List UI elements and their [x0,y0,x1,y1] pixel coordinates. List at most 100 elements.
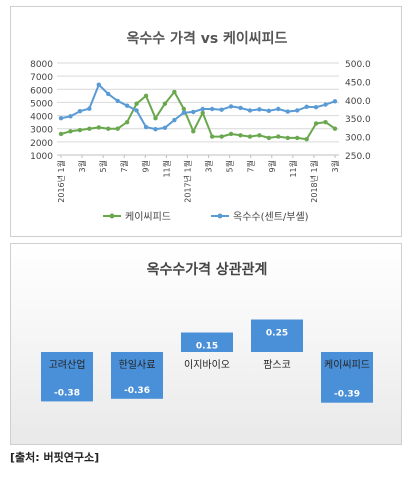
data-point-0 [257,133,262,138]
data-point-1 [162,125,168,130]
y-right-tick-label: 500.0 [345,60,371,70]
category-label: 팜스코 [263,359,291,371]
y-right-tick-label: 400.0 [345,97,371,107]
bar-이지바이오 [181,332,233,352]
data-point-0 [106,126,111,131]
value-label: 0.25 [266,329,288,339]
x-tick-label: 9월 [140,160,150,172]
x-tick-label: 7월 [119,160,129,172]
y-left-tick-label: 8000 [30,60,53,70]
data-point-0 [181,106,187,112]
data-point-1 [266,108,272,114]
data-point-1 [323,102,328,107]
source-caption: [출처: 버핏연구소] [10,451,100,464]
value-label: -0.39 [334,390,360,400]
data-point-0 [266,135,272,141]
data-point-0 [115,126,120,131]
bar-한일사료 [111,352,163,399]
data-point-0 [247,134,253,139]
y-right-tick-label: 350.0 [345,115,371,125]
y-left-tick-label: 1000 [30,152,53,162]
data-point-1 [68,114,73,119]
data-point-1 [115,98,120,104]
bar-팜스코 [251,319,303,352]
y-left-tick-label: 7000 [30,73,53,83]
category-label: 고려산업 [49,358,86,371]
data-point-0 [124,119,130,125]
data-point-0 [323,119,328,125]
y-right-tick-label: 300.0 [345,134,371,144]
x-tick-label: 5월 [98,160,108,172]
category-label: 한일사료 [119,359,156,371]
y-right-tick-label: 450.0 [345,78,371,88]
data-point-1 [153,127,158,132]
data-point-1 [106,91,111,97]
y-left-tick-label: 4000 [30,113,53,123]
data-point-0 [276,134,281,139]
bar-케이씨피드 [321,352,373,403]
line-chart: 옥수수 가격 vs 케이씨피드 1000 2000 3000 4000 5000 6000 7… [30,30,371,223]
data-point-0 [313,121,319,126]
x-tick-label: 3월 [330,160,340,172]
data-point-1 [87,106,92,111]
data-point-0 [228,131,234,137]
data-point-1 [313,104,319,110]
line-chart-panel: 옥수수 가격 vs 케이씨피드 1000 2000 3000 4000 5000 6000 7… [10,6,402,237]
value-label: -0.38 [54,388,80,398]
data-point-0 [96,125,101,130]
y-right-tick-label: 250.0 [345,152,371,162]
data-point-0 [209,134,215,139]
data-point-1 [247,108,253,113]
legend-swatch-marker [109,213,115,219]
data-point-1 [143,124,149,130]
y-left-tick-label: 6000 [30,86,53,96]
data-point-1 [209,106,215,112]
data-point-0 [134,101,139,106]
data-point-0 [295,135,300,141]
data-point-1 [96,82,101,87]
x-tick-label: 9월 [267,160,277,172]
data-point-1 [124,103,130,108]
y-left-tick-label: 3000 [30,126,53,136]
x-tick-label: 11월 [161,160,171,178]
data-point-0 [304,137,309,142]
x-tick-label: 3월 [77,160,87,172]
x-tick-label: 2018년 1월 [309,160,319,203]
x-tick-label: 5월 [225,160,235,172]
legend-label: 케이씨피드 [125,211,171,223]
data-point-1 [200,106,205,112]
data-point-1 [219,107,224,112]
data-point-1 [257,107,262,112]
value-label: 0.15 [196,342,218,352]
data-point-1 [295,108,300,113]
data-point-0 [172,89,177,95]
bar-chart-title: 옥수수가격 상관관계 [147,261,268,278]
data-point-0 [153,116,158,121]
data-point-0 [68,129,73,134]
data-point-1 [332,99,338,104]
value-label: -0.36 [124,386,150,396]
category-label: 케이씨피드 [324,359,370,371]
x-tick-label: 2016년 1월 [56,160,66,203]
data-point-1 [77,109,83,114]
data-point-0 [162,101,168,106]
bar-고려산업 [41,352,93,402]
x-tick-label: 3월 [204,160,214,172]
data-point-1 [285,109,290,114]
y-left-tick-label: 2000 [30,139,53,149]
line-chart-title: 옥수수 가격 vs 케이씨피드 [127,30,288,47]
data-point-1 [181,110,187,115]
data-point-0 [191,129,196,134]
data-point-0 [58,131,64,137]
data-point-1 [238,105,243,111]
legend-swatch-marker [217,213,223,219]
data-point-1 [191,109,196,115]
data-point-1 [172,117,177,123]
x-tick-label: 2017년 1월 [182,160,192,203]
data-point-1 [58,116,64,121]
data-point-1 [134,108,139,113]
data-point-1 [228,104,234,109]
category-label: 이지바이오 [184,359,230,371]
